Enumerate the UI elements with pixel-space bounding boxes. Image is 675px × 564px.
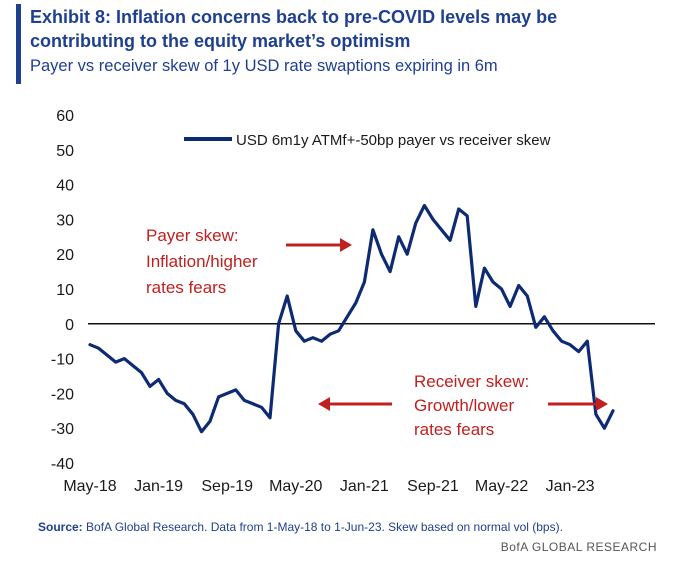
x-tick-label: May-20 — [269, 478, 322, 495]
y-tick-label: -20 — [51, 386, 74, 403]
annotation-payer: Payer skew: — [146, 226, 239, 245]
y-tick-label: 50 — [56, 143, 74, 160]
skew-line-chart: 60 50 40 30 20 10 0 -10 -20 -30 -40 May-18 Jan-19 Sep… — [51, 108, 655, 495]
y-tick-label: 20 — [56, 247, 74, 264]
x-tick-label: Sep-19 — [201, 478, 253, 495]
x-tick-label: Jan-19 — [134, 478, 183, 495]
chart-subtitle: Payer vs receiver skew of 1y USD rate sw… — [30, 57, 498, 75]
x-tick-label: Jan-23 — [546, 478, 595, 495]
y-tick-label: -30 — [51, 421, 74, 438]
annotation-payer: rates fears — [146, 278, 226, 297]
annotation-receiver: Growth/lower — [414, 396, 514, 415]
receiver-arrowhead-right — [596, 397, 608, 411]
payer-arrowhead — [340, 238, 352, 252]
receiver-arrowhead-left — [318, 397, 330, 411]
y-tick-label: 10 — [56, 282, 74, 299]
series-line — [88, 203, 615, 434]
y-tick-label: 30 — [56, 212, 74, 229]
y-tick-label: 40 — [56, 178, 74, 195]
source-note: Source: BofA Global Research. Data from … — [38, 520, 563, 534]
accent-bar — [16, 4, 21, 84]
chart-title: Exhibit 8: Inflation concerns back to pr… — [30, 7, 558, 51]
annotation-payer: Inflation/higher — [146, 252, 258, 271]
legend-label: USD 6m1y ATMf+-50bp payer vs receiver sk… — [236, 132, 551, 149]
y-tick-label: -10 — [51, 352, 74, 369]
brand-label: BofA GLOBAL RESEARCH — [500, 540, 657, 554]
x-tick-label: Sep-21 — [407, 478, 459, 495]
annotation-receiver: Receiver skew: — [414, 372, 529, 391]
y-tick-label: 0 — [65, 317, 74, 334]
x-tick-label: May-18 — [63, 478, 116, 495]
x-tick-label: Jan-21 — [340, 478, 389, 495]
y-tick-label: -40 — [51, 456, 74, 473]
y-tick-label: 60 — [56, 108, 74, 125]
x-tick-label: May-22 — [475, 478, 528, 495]
annotation-receiver: rates fears — [414, 420, 494, 439]
